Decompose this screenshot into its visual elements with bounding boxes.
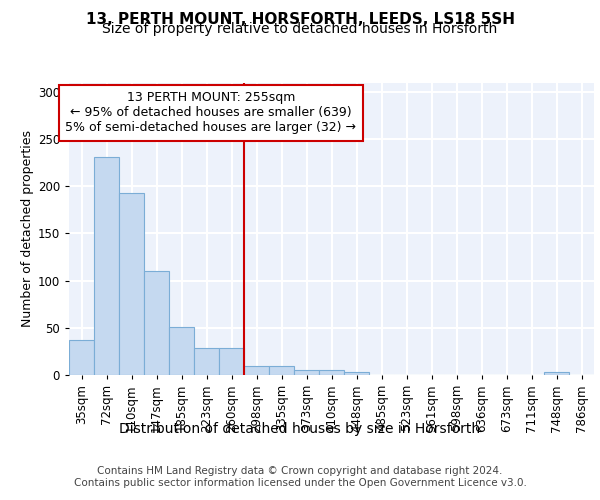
Bar: [169, 327, 194, 375]
Text: Size of property relative to detached houses in Horsforth: Size of property relative to detached ho…: [103, 22, 497, 36]
Bar: [69, 340, 94, 375]
Bar: [294, 370, 319, 375]
Bar: [94, 157, 119, 375]
Y-axis label: Number of detached properties: Number of detached properties: [20, 130, 34, 327]
Bar: [344, 372, 369, 375]
Bar: [319, 370, 344, 375]
Text: Distribution of detached houses by size in Horsforth: Distribution of detached houses by size …: [119, 422, 481, 436]
Text: 13 PERTH MOUNT: 255sqm
← 95% of detached houses are smaller (639)
5% of semi-det: 13 PERTH MOUNT: 255sqm ← 95% of detached…: [65, 92, 356, 134]
Bar: [144, 271, 169, 375]
Bar: [544, 372, 569, 375]
Bar: [119, 193, 144, 375]
Bar: [194, 348, 219, 375]
Text: Contains HM Land Registry data © Crown copyright and database right 2024.
Contai: Contains HM Land Registry data © Crown c…: [74, 466, 526, 487]
Text: 13, PERTH MOUNT, HORSFORTH, LEEDS, LS18 5SH: 13, PERTH MOUNT, HORSFORTH, LEEDS, LS18 …: [86, 12, 515, 28]
Bar: [219, 348, 244, 375]
Bar: [244, 366, 269, 375]
Bar: [269, 366, 294, 375]
